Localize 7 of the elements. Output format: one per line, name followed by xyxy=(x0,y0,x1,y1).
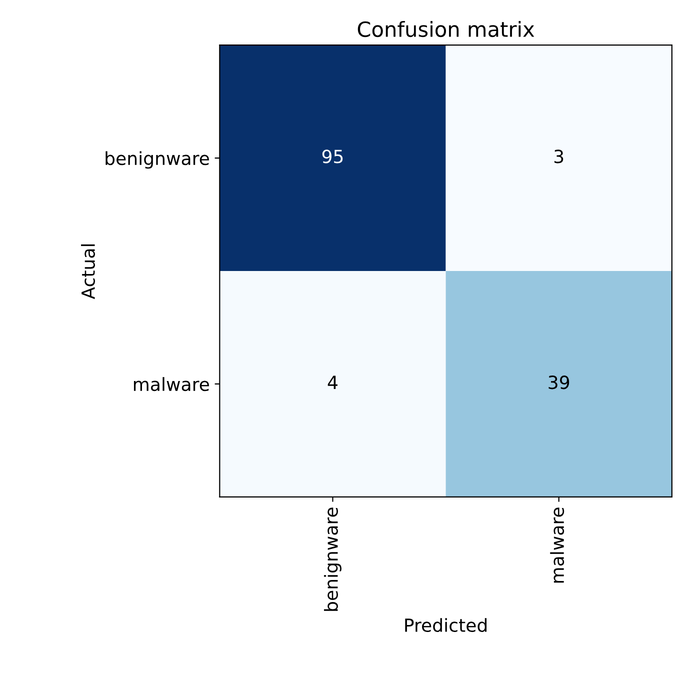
chart-title: Confusion matrix xyxy=(358,20,534,38)
data-label: 4 xyxy=(328,376,338,389)
data-label: 3 xyxy=(554,150,564,164)
data-label: 39 xyxy=(548,376,570,390)
data-label: 95 xyxy=(322,150,343,164)
y-axis-title: Actual xyxy=(81,244,96,300)
x-axis-title: Predicted xyxy=(405,618,487,632)
